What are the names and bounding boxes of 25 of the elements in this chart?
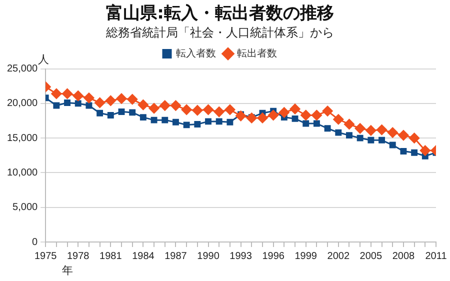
chart-subtitle: 総務省統計局「社会・人口統計体系」から — [105, 26, 334, 40]
x-tick-label: 1984 — [132, 250, 155, 262]
x-tick-label: 1975 — [34, 250, 58, 262]
x-tick-label: 1993 — [230, 250, 252, 262]
y-tick-label: 0 — [32, 236, 38, 248]
legend-label: 転出者数 — [237, 48, 277, 60]
y-tick-label: 20,000 — [6, 98, 38, 110]
x-tick-label: 1990 — [197, 250, 220, 262]
x-tick-label: 1987 — [164, 250, 188, 262]
x-tick-label: 2002 — [327, 250, 350, 262]
legend-label: 転入者数 — [176, 48, 216, 60]
y-tick-label: 10,000 — [6, 167, 38, 178]
x-axis-title: 年 — [62, 263, 73, 278]
x-tick-label: 1978 — [66, 250, 90, 262]
y-tick-label: 5,000 — [12, 202, 38, 214]
x-tick-label: 2011 — [425, 250, 448, 262]
x-tick-label: 2008 — [392, 250, 416, 262]
x-tick-label: 1981 — [100, 250, 122, 262]
x-tick-label: 1996 — [262, 250, 285, 262]
x-tick-label: 2005 — [360, 250, 382, 262]
x-tick-label: 1999 — [294, 250, 318, 262]
y-tick-label: 25,000 — [6, 64, 38, 75]
y-axis-title: 人 — [38, 52, 49, 66]
y-tick-label: 15,000 — [6, 132, 38, 144]
chart-title: 富山県:転入・転出者数の推移 — [106, 4, 334, 24]
